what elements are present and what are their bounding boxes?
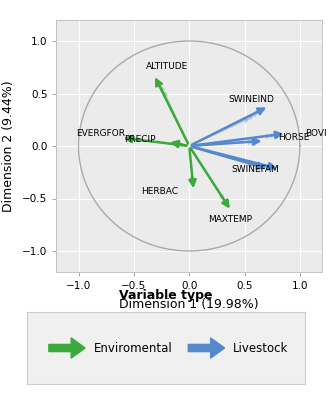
Text: EVERGFOR: EVERGFOR [76,129,125,138]
Text: Livestock: Livestock [233,342,288,354]
Text: MAXTEMP: MAXTEMP [208,215,252,224]
Text: BOVI: BOVI [305,129,327,138]
FancyArrow shape [49,338,85,358]
X-axis label: Dimension 1 (19.98%): Dimension 1 (19.98%) [120,298,259,311]
Text: SWINEIND: SWINEIND [228,95,274,104]
FancyArrow shape [188,338,224,358]
Text: Enviromental: Enviromental [94,342,172,354]
Text: ALTITUDE: ALTITUDE [146,62,188,71]
Text: Variable type: Variable type [119,290,213,302]
Text: PRECIP: PRECIP [124,135,156,144]
Text: SWINEFAM: SWINEFAM [232,165,280,174]
Y-axis label: Dimension 2 (9.44%): Dimension 2 (9.44%) [2,80,15,212]
Text: HORSE: HORSE [278,133,309,142]
Text: HERBAC: HERBAC [141,187,178,196]
